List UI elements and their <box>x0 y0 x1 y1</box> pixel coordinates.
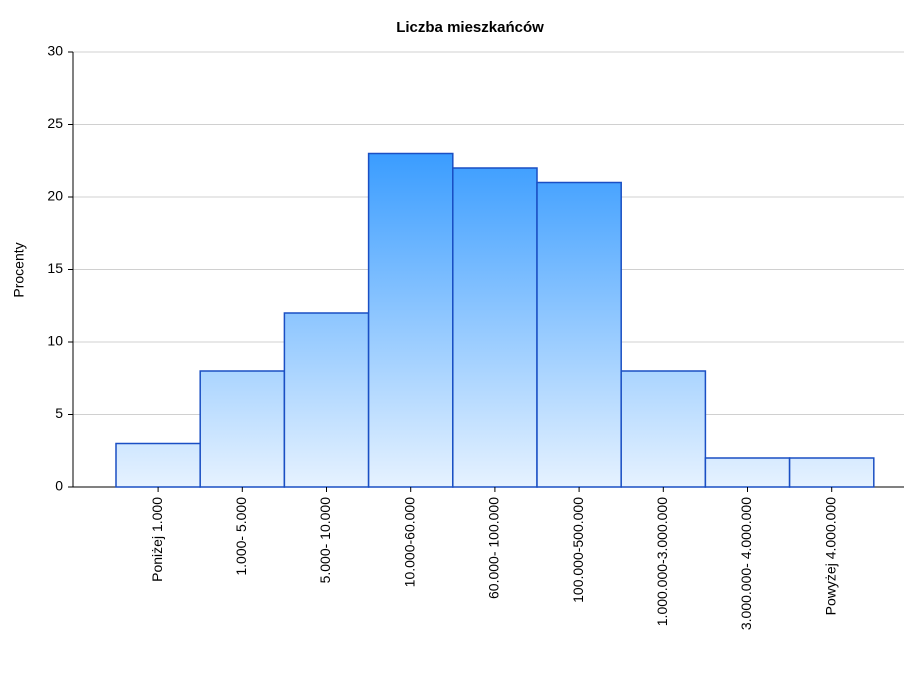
y-tick-label: 25 <box>47 115 63 131</box>
y-tick-label: 0 <box>55 478 63 494</box>
x-tick-label: Powyżej 4.000.000 <box>822 497 838 616</box>
y-tick-label: 20 <box>47 188 63 204</box>
bar <box>283 312 370 488</box>
x-tick-label: 1.000.000-3.000.000 <box>654 497 670 626</box>
bar <box>199 370 286 488</box>
x-tick-label: 60.000- 100.000 <box>486 497 502 599</box>
x-tick-label: 100.000-500.000 <box>570 497 586 603</box>
x-tick-label: 5.000- 10.000 <box>317 497 333 584</box>
x-tick-label: 1.000- 5.000 <box>233 497 249 576</box>
y-tick-label: 30 <box>47 43 63 59</box>
bar <box>115 442 201 488</box>
bar <box>704 457 791 488</box>
x-tick-label: 3.000.000- 4.000.000 <box>738 497 754 630</box>
x-tick-label: 10.000-60.000 <box>401 497 417 588</box>
x-tick-label: Poniżej 1.000 <box>149 497 165 582</box>
bar <box>788 457 875 488</box>
y-tick-label: 15 <box>47 260 63 276</box>
bar <box>367 152 454 488</box>
y-tick-label: 5 <box>55 405 63 421</box>
y-axis-label: Procenty <box>11 242 27 297</box>
y-tick-label: 10 <box>47 333 63 349</box>
bar <box>620 370 707 488</box>
bar <box>536 181 622 488</box>
chart-title: Liczba mieszkańców <box>396 19 544 36</box>
bar <box>452 167 538 488</box>
